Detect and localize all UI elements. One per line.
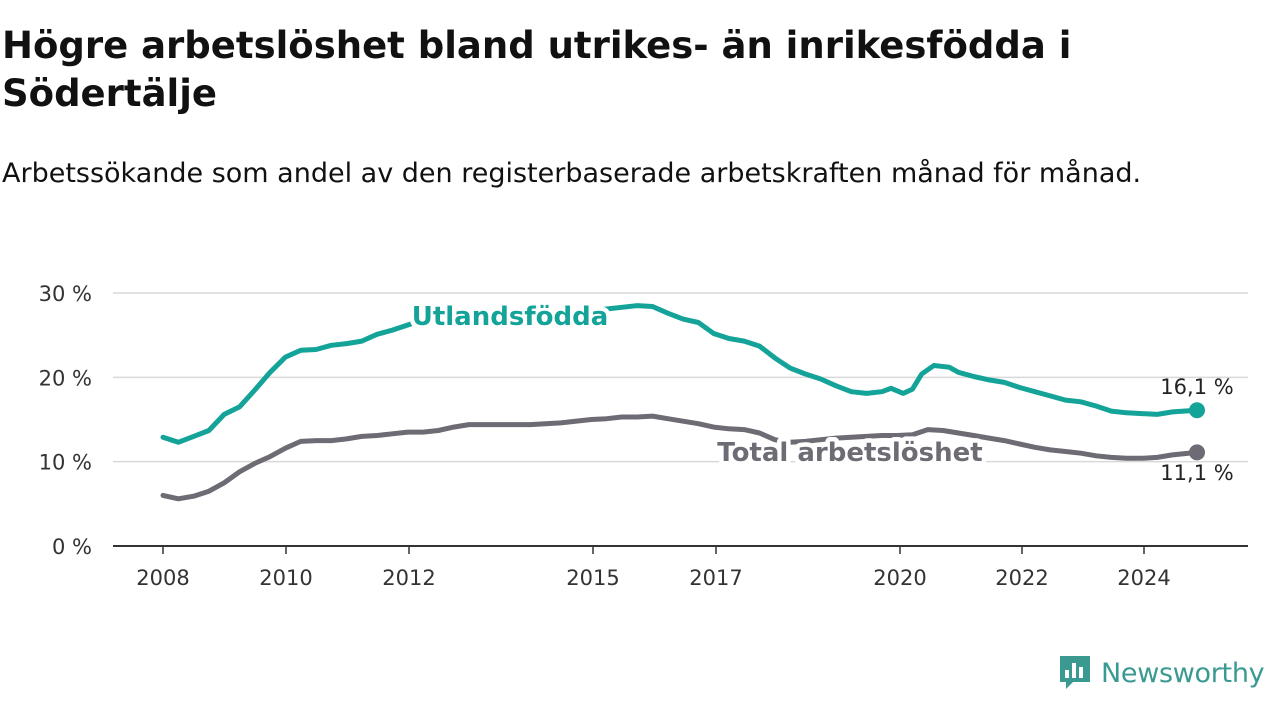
- x-tick-label: 2015: [566, 566, 619, 590]
- y-tick-label: 20 %: [39, 366, 92, 390]
- series-end-marker: [1189, 402, 1205, 419]
- series-label-utlandsfodda: Utlandsfödda: [412, 302, 609, 332]
- x-tick-label: 2008: [136, 566, 189, 590]
- y-tick-label: 30 %: [39, 282, 92, 306]
- series-end-label: 16,1 %: [1160, 375, 1233, 399]
- brand-name: Newsworthy: [1101, 657, 1265, 689]
- y-tick-label: 0 %: [52, 535, 92, 559]
- newsworthy-logo: Newsworthy: [1058, 652, 1265, 694]
- chart-subtitle: Arbetssökande som andel av den registerb…: [2, 158, 1142, 189]
- series-end-label: 11,1 %: [1160, 461, 1233, 485]
- y-tick-label: 10 %: [39, 451, 92, 475]
- x-tick-label: 2022: [995, 566, 1048, 590]
- newsworthy-logo-icon: [1060, 656, 1090, 689]
- x-tick-label: 2024: [1117, 566, 1170, 590]
- series-line-utlandsfodda: [160, 303, 1200, 445]
- x-tick-label: 2017: [689, 566, 742, 590]
- x-tick-label: 2020: [873, 566, 926, 590]
- x-tick-label: 2012: [382, 566, 435, 590]
- x-tick-label: 2010: [259, 566, 312, 590]
- series-label-total: Total arbetslöshet: [717, 438, 982, 468]
- chart-title: Högre arbetslöshet bland utrikes- än inr…: [2, 24, 1072, 115]
- series-line-total: [160, 413, 1200, 502]
- series-end-marker: [1189, 444, 1205, 461]
